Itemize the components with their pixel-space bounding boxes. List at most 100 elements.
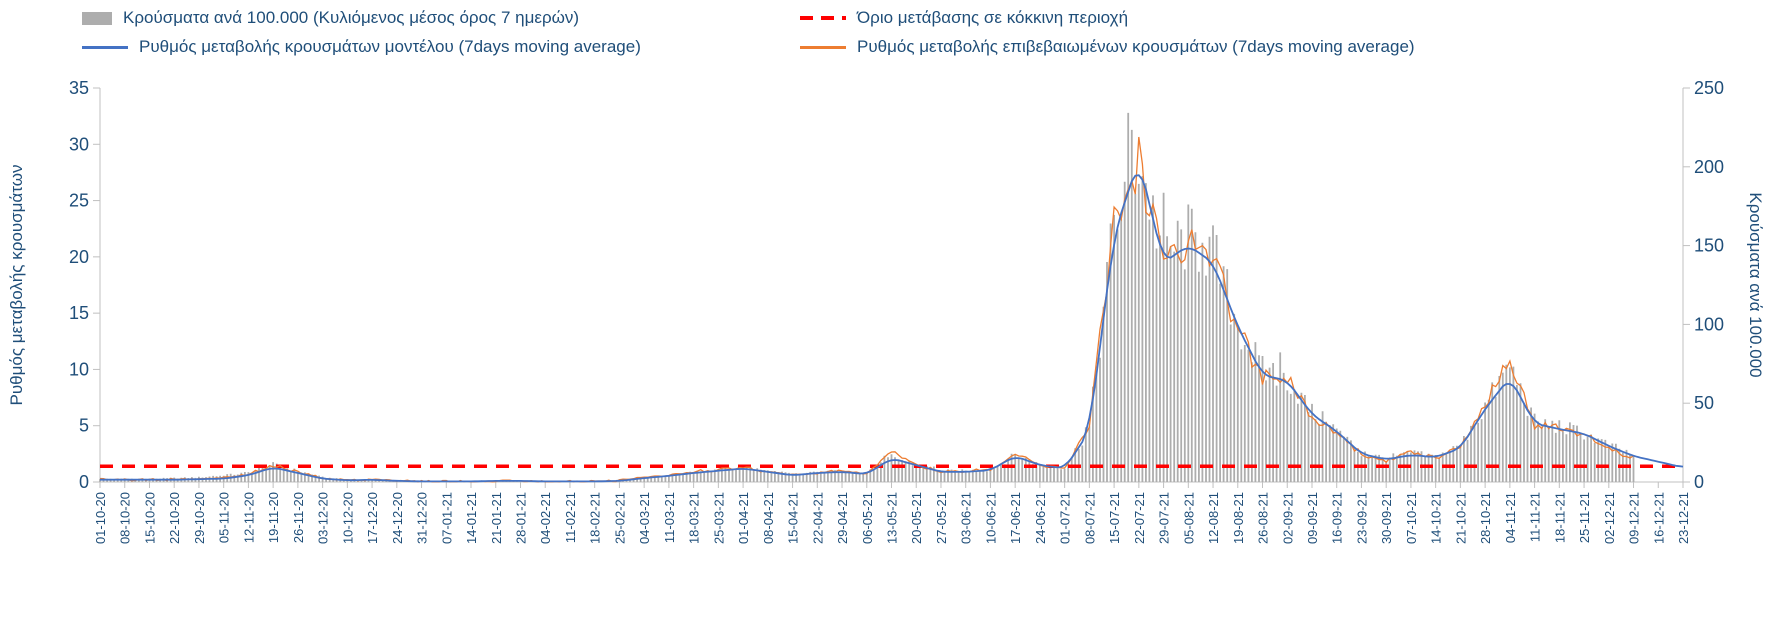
left-axis-tick-label: 30	[69, 134, 89, 154]
left-axis-tick-label: 15	[69, 303, 89, 323]
x-axis-tick-label: 11-03-21	[662, 492, 677, 543]
x-axis-tick-label: 02-12-21	[1602, 492, 1617, 544]
x-axis-tick-label: 11-11-21	[1528, 492, 1543, 542]
x-axis-tick-label: 17-06-21	[1008, 492, 1023, 544]
legend-label-model-rate: Ρυθμός μεταβολής κρουσμάτων μοντέλου (7d…	[139, 37, 641, 56]
cases-bars	[99, 112, 1635, 482]
x-axis-tick-label: 20-05-21	[909, 492, 924, 544]
cases-bars-layer	[99, 112, 1635, 482]
x-axis-tick-label: 28-10-21	[1478, 492, 1493, 544]
x-axis-tick-label: 22-07-21	[1132, 492, 1147, 544]
legend-row-2: Ρυθμός μεταβολής κρουσμάτων μοντέλου (7d…	[82, 37, 1761, 57]
x-axis-tick-label: 04-02-21	[538, 492, 553, 544]
confirmed-rate-line	[99, 136, 1634, 483]
x-axis-tick-label: 19-08-21	[1231, 492, 1246, 544]
x-axis-tick-label: 07-10-21	[1404, 492, 1419, 544]
x-axis-tick-label: 06-05-21	[860, 492, 875, 544]
x-axis-tick-label: 24-12-20	[390, 492, 405, 544]
left-axis-tick-label: 10	[69, 359, 89, 379]
x-axis-tick-label: 09-09-21	[1305, 492, 1320, 544]
right-axis-title: Κρούσματα ανά 100.000	[1746, 192, 1765, 377]
x-axis-tick-label: 21-01-21	[489, 492, 504, 544]
legend-item-model-rate: Ρυθμός μεταβολής κρουσμάτων μοντέλου (7d…	[82, 37, 800, 57]
left-axis-tick-label: 5	[79, 416, 89, 436]
x-axis-tick-label: 25-11-21	[1577, 492, 1592, 543]
x-axis-tick-label: 04-11-21	[1503, 492, 1518, 543]
right-axis-tick-label: 200	[1694, 157, 1724, 177]
x-axis-tick-label: 18-03-21	[687, 492, 702, 544]
x-axis-tick-label: 18-02-21	[588, 492, 603, 544]
x-axis-tick-label: 04-03-21	[637, 492, 652, 544]
right-axis-tick-label: 250	[1694, 78, 1724, 98]
x-axis-tick-label: 29-04-21	[835, 492, 850, 544]
x-axis-tick-label: 25-02-21	[612, 492, 627, 544]
left-axis-tick-label: 0	[79, 472, 89, 492]
legend-label-red-threshold: Όριο μετάβασης σε κόκκινη περιοχή	[857, 8, 1129, 27]
legend-label-cases-per-100k: Κρούσματα ανά 100.000 (Κυλιόμενος μέσος …	[123, 8, 580, 27]
x-axis-tick-label: 15-07-21	[1107, 492, 1122, 544]
x-axis-tick-label: 14-10-21	[1429, 492, 1444, 544]
chart-legend: Κρούσματα ανά 100.000 (Κυλιόμενος μέσος …	[82, 8, 1761, 66]
x-axis-tick-label: 17-12-20	[365, 492, 380, 544]
blue-line-icon	[82, 45, 128, 49]
legend-item-red-threshold: Όριο μετάβασης σε κόκκινη περιοχή	[800, 8, 1128, 28]
x-axis-tick-label: 23-09-21	[1354, 492, 1369, 544]
x-axis-tick-label: 02-09-21	[1280, 492, 1295, 544]
left-axis-tick-label: 20	[69, 247, 89, 267]
x-axis-tick-label: 03-06-21	[959, 492, 974, 544]
red-dashed-line-icon	[800, 16, 846, 20]
x-axis-tick-label: 08-10-20	[118, 492, 133, 544]
x-axis-tick-label: 14-01-21	[464, 492, 479, 544]
x-axis-tick-label: 29-07-21	[1157, 492, 1172, 544]
left-axis-tick-label: 25	[69, 191, 89, 211]
x-axis-tick-label: 01-10-20	[93, 492, 108, 544]
x-axis-tick-label: 22-04-21	[810, 492, 825, 544]
left-axis-title: Ρυθμός μεταβολής κρουσμάτων	[7, 165, 26, 406]
x-axis-tick-label: 05-11-20	[217, 492, 232, 543]
x-axis-tick-label: 23-12-21	[1676, 492, 1691, 544]
x-axis-tick-label: 25-03-21	[711, 492, 726, 544]
x-axis-tick-label: 24-06-21	[1033, 492, 1048, 544]
x-axis-tick-label: 05-08-21	[1181, 492, 1196, 544]
x-axis-tick-label: 22-10-20	[167, 492, 182, 544]
lines-layer	[99, 136, 1684, 483]
x-axis-tick-label: 26-08-21	[1256, 492, 1271, 544]
x-axis-tick-label: 01-04-21	[736, 492, 751, 544]
right-axis-tick-label: 0	[1694, 472, 1704, 492]
x-axis-tick-label: 19-11-20	[266, 492, 281, 543]
right-axis-tick-label: 150	[1694, 236, 1724, 256]
x-axis-tick-label: 15-10-20	[142, 492, 157, 544]
right-axis-tick-label: 50	[1694, 393, 1714, 413]
x-axis-tick-label: 15-04-21	[786, 492, 801, 544]
x-axis-tick-label: 18-11-21	[1552, 492, 1567, 543]
left-axis-tick-label: 35	[69, 78, 89, 98]
x-axis-tick-label: 13-05-21	[885, 492, 900, 544]
x-axis-tick-label: 12-11-20	[241, 492, 256, 543]
x-axis-tick-label: 29-10-20	[192, 492, 207, 544]
x-axis-tick-label: 31-12-20	[415, 492, 430, 544]
x-axis-tick-label: 12-08-21	[1206, 492, 1221, 544]
legend-item-cases-per-100k: Κρούσματα ανά 100.000 (Κυλιόμενος μέσος …	[82, 8, 800, 28]
x-axis-tick-label: 07-01-21	[439, 492, 454, 544]
x-axis-tick-label: 03-12-20	[316, 492, 331, 544]
x-axis-tick-label: 30-09-21	[1379, 492, 1394, 544]
x-axis-tick-label: 01-07-21	[1058, 492, 1073, 544]
orange-line-icon	[800, 45, 846, 49]
x-axis-tick-label: 10-06-21	[983, 492, 998, 544]
x-axis-tick-label: 26-11-20	[291, 492, 306, 543]
legend-item-confirmed-rate: Ρυθμός μεταβολής επιβεβαιωμένων κρουσμάτ…	[800, 37, 1415, 57]
x-axis-tick-label: 09-12-21	[1627, 492, 1642, 544]
axes-layer: 0 5 10 15 20 25 30 35 0 50 100 150 200 250 01-10-20 08-…	[69, 78, 1724, 544]
legend-row-1: Κρούσματα ανά 100.000 (Κυλιόμενος μέσος …	[82, 8, 1761, 28]
x-axis-tick-label: 11-02-21	[563, 492, 578, 543]
model-rate-line	[100, 174, 1684, 483]
x-axis-tick-label: 08-07-21	[1082, 492, 1097, 544]
x-axis-tick-label: 16-12-21	[1651, 492, 1666, 544]
x-axis-tick-label: 16-09-21	[1330, 492, 1345, 544]
x-axis-tick-label: 10-12-20	[340, 492, 355, 544]
right-axis-tick-label: 100	[1694, 314, 1724, 334]
x-axis-tick-label: 21-10-21	[1453, 492, 1468, 544]
x-axis-tick-label: 08-04-21	[761, 492, 776, 544]
